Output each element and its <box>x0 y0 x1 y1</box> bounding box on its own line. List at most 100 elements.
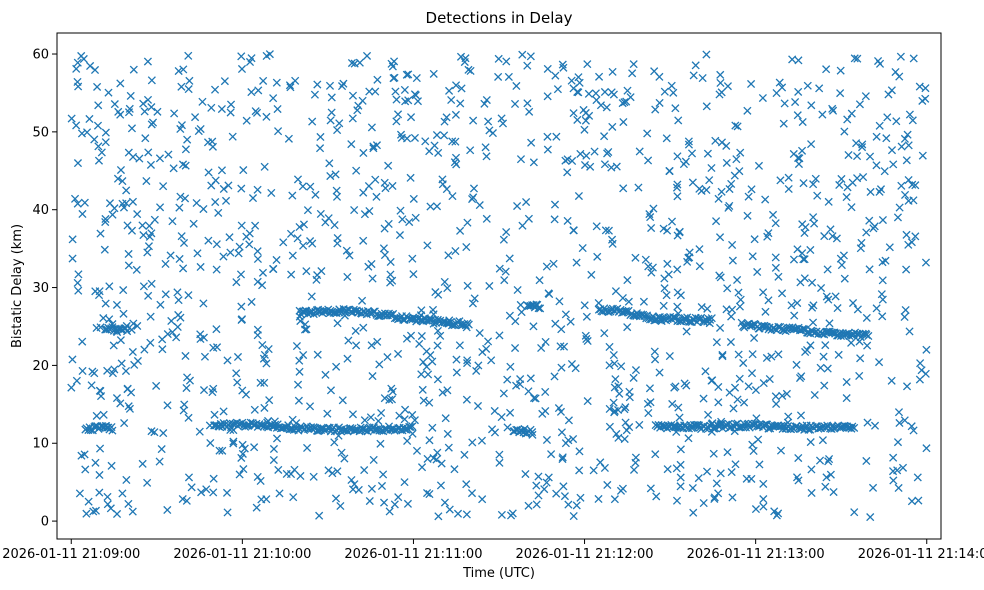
scatter-point <box>155 154 164 163</box>
scatter-point <box>441 414 450 423</box>
scatter-point <box>754 435 763 444</box>
scatter-point <box>735 374 744 383</box>
scatter-point <box>82 128 92 137</box>
scatter-point <box>443 429 452 438</box>
scatter-point <box>208 388 217 397</box>
scatter-point <box>315 511 324 520</box>
scatter-point <box>844 150 853 160</box>
scatter-point <box>576 493 585 502</box>
scatter-point <box>587 270 596 279</box>
scatter-point <box>184 51 193 60</box>
scatter-point <box>128 197 138 206</box>
scatter-point <box>101 299 110 308</box>
scatter-point <box>385 395 394 404</box>
scatter-point <box>585 111 594 120</box>
scatter-point <box>164 150 173 159</box>
scatter-point <box>286 470 296 479</box>
scatter-point <box>168 217 177 226</box>
scatter-point <box>681 157 690 166</box>
scatter-point <box>731 460 740 469</box>
scatter-point <box>143 95 153 104</box>
scatter-point <box>863 418 872 427</box>
scatter-point <box>600 132 609 141</box>
scatter-point <box>402 134 412 143</box>
scatter-point <box>478 495 487 504</box>
scatter-point <box>433 341 442 350</box>
scatter-point <box>536 304 545 313</box>
scatter-point <box>173 322 182 332</box>
scatter-point <box>147 103 156 112</box>
scatter-point <box>764 296 773 305</box>
scatter-point <box>842 394 851 403</box>
scatter-point <box>848 178 857 187</box>
scatter-point <box>224 181 233 190</box>
scatter-point <box>900 134 909 143</box>
scatter-point <box>84 497 93 506</box>
scatter-point <box>351 326 360 335</box>
scatter-point <box>101 128 110 137</box>
scatter-point <box>319 306 328 315</box>
scatter-point <box>759 502 768 511</box>
scatter-point <box>505 311 514 320</box>
scatter-point <box>332 362 341 371</box>
scatter-point <box>497 114 506 123</box>
scatter-point <box>443 284 452 293</box>
scatter-point <box>118 199 127 208</box>
scatter-point <box>622 426 631 435</box>
scatter-point <box>609 350 618 360</box>
scatter-point <box>325 81 335 90</box>
scatter-point <box>707 376 716 385</box>
scatter-point <box>116 399 125 408</box>
scatter-point <box>615 389 624 398</box>
scatter-point <box>722 305 731 314</box>
scatter-point <box>704 410 713 419</box>
scatter-point <box>875 187 884 196</box>
scatter-point <box>694 314 703 323</box>
scatter-point <box>226 108 235 117</box>
scatter-point <box>905 327 914 336</box>
scatter-point <box>159 182 168 191</box>
scatter-point <box>840 274 849 283</box>
scatter-point <box>342 306 351 315</box>
scatter-point <box>256 476 265 486</box>
scatter-point <box>723 284 732 293</box>
scatter-point <box>180 194 190 203</box>
scatter-point <box>799 179 808 188</box>
scatter-point <box>432 130 441 140</box>
scatter-point <box>505 254 514 263</box>
scatter-point <box>610 359 619 368</box>
scatter-point <box>568 156 577 166</box>
scatter-point <box>815 84 824 93</box>
scatter-point <box>376 439 385 448</box>
scatter-point <box>837 174 846 184</box>
scatter-point <box>101 214 110 224</box>
scatter-point <box>128 152 138 162</box>
scatter-point <box>715 271 724 280</box>
scatter-point <box>445 505 454 514</box>
scatter-point <box>872 161 881 170</box>
scatter-point <box>850 54 859 63</box>
scatter-point <box>828 328 837 337</box>
scatter-point <box>295 356 304 365</box>
scatter-point <box>163 505 172 515</box>
scatter-point <box>697 303 706 312</box>
scatter-point <box>504 72 513 81</box>
scatter-point <box>902 382 912 391</box>
scatter-point <box>572 258 581 267</box>
scatter-point <box>456 52 466 61</box>
scatter-point <box>196 124 205 134</box>
scatter-point <box>610 495 619 504</box>
scatter-point <box>550 215 559 224</box>
scatter-point <box>462 510 471 519</box>
scatter-point <box>295 222 304 232</box>
scatter-point <box>611 375 620 384</box>
scatter-point <box>380 251 390 260</box>
scatter-point <box>179 65 188 74</box>
scatter-point <box>552 132 561 141</box>
scatter-point <box>724 203 733 212</box>
scatter-point <box>703 304 712 313</box>
scatter-point <box>819 352 828 361</box>
scatter-point <box>824 197 833 206</box>
scatter-point <box>455 341 464 350</box>
scatter-point <box>807 465 816 474</box>
